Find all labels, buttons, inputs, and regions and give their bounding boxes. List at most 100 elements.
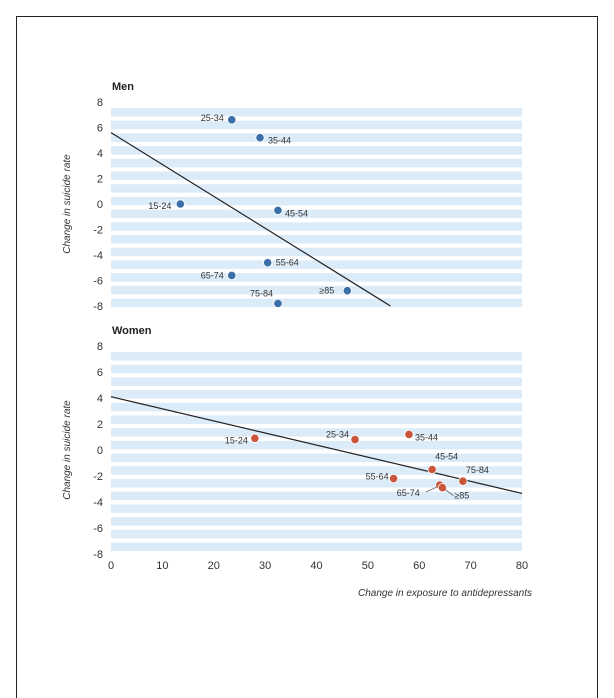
data-point-label: ≥85	[319, 286, 334, 296]
x-tick-label: 10	[156, 560, 168, 572]
y-tick-label: -8	[93, 549, 103, 561]
data-point	[227, 270, 237, 280]
background-band	[111, 158, 522, 168]
y-tick-label: 8	[97, 97, 103, 109]
x-axis-title: Change in exposure to antidepressants	[358, 588, 532, 599]
x-tick-label: 70	[465, 560, 477, 572]
background-band	[111, 260, 522, 269]
data-point-label: 25-34	[326, 430, 349, 440]
data-point	[227, 115, 237, 125]
x-tick-label: 50	[362, 560, 374, 572]
background-band	[111, 466, 522, 475]
y-tick-label: 0	[97, 445, 103, 457]
y-tick-label: 2	[97, 419, 103, 431]
background-band	[111, 196, 522, 206]
data-point-label: 15-24	[225, 435, 248, 445]
data-point	[388, 473, 399, 484]
background-band	[111, 504, 522, 513]
y-tick-label: 4	[97, 148, 103, 160]
background-band	[111, 390, 522, 399]
background-band	[111, 222, 522, 231]
background-band	[111, 415, 522, 424]
x-tick-label: 30	[259, 560, 271, 572]
data-point-label: 75-84	[250, 288, 273, 298]
background-band	[111, 428, 522, 437]
x-tick-label: 40	[310, 560, 322, 572]
background-band	[111, 352, 522, 361]
background-band	[111, 517, 522, 526]
y-tick-label: -8	[93, 301, 103, 313]
label-leader-line	[445, 489, 454, 496]
background-band	[111, 285, 522, 295]
background-band	[111, 453, 522, 463]
y-tick-label: -2	[93, 225, 103, 237]
y-axis-title: Change in suicide rate	[62, 154, 73, 254]
data-point-label: 45-54	[435, 452, 458, 462]
background-band	[111, 364, 522, 374]
background-band	[111, 184, 522, 193]
background-band	[111, 542, 522, 551]
background-band	[111, 120, 522, 130]
data-point-label: 75-84	[466, 465, 489, 475]
data-point-label: 15-24	[148, 201, 171, 211]
data-point	[350, 434, 360, 445]
y-tick-label: -6	[93, 523, 103, 535]
y-axis-title: Change in suicide rate	[62, 400, 73, 500]
y-tick-label: -2	[93, 471, 103, 483]
background-band	[111, 402, 522, 412]
data-point-label: 55-64	[366, 472, 389, 482]
panel-title: Men	[112, 81, 134, 93]
x-tick-label: 20	[208, 560, 220, 572]
y-tick-label: 4	[97, 393, 103, 405]
data-point-label: ≥85	[454, 491, 469, 501]
data-point	[263, 258, 273, 268]
figure-frame	[16, 16, 598, 698]
data-point	[255, 133, 265, 143]
data-point-label: 25-34	[201, 113, 224, 123]
data-point	[458, 476, 468, 486]
data-point	[437, 483, 447, 493]
y-tick-label: 6	[97, 123, 103, 135]
background-band	[111, 377, 522, 386]
y-tick-label: -6	[93, 276, 103, 288]
y-tick-label: 0	[97, 199, 103, 211]
x-tick-label: 60	[413, 560, 425, 572]
trend-line	[110, 132, 391, 307]
y-tick-label: 2	[97, 174, 103, 186]
data-point-label: 65-74	[201, 270, 224, 280]
data-point-label: 45-54	[285, 208, 308, 218]
data-point	[175, 199, 185, 209]
data-point-label: 35-44	[268, 136, 291, 146]
x-tick-label: 0	[108, 560, 114, 572]
background-band	[111, 235, 522, 244]
data-point	[250, 433, 260, 443]
background-band	[111, 171, 522, 180]
y-tick-label: 6	[97, 367, 103, 379]
y-tick-label: -4	[93, 497, 103, 509]
trend-line	[110, 396, 523, 495]
data-point	[342, 286, 352, 296]
background-band	[111, 209, 522, 219]
background-band	[111, 146, 522, 155]
panel-title: Women	[112, 325, 152, 337]
data-point	[427, 464, 437, 475]
data-point-label: 55-64	[276, 258, 299, 268]
background-band	[111, 479, 522, 488]
background-band	[111, 133, 522, 142]
data-point	[404, 429, 414, 439]
data-point	[273, 205, 283, 215]
x-tick-label: 80	[516, 560, 528, 572]
background-band	[111, 273, 522, 282]
background-band	[111, 529, 522, 539]
label-leader-line	[425, 486, 437, 493]
background-band	[111, 298, 522, 307]
data-point-label: 65-74	[397, 488, 420, 498]
background-band	[111, 491, 522, 501]
y-tick-label: -4	[93, 250, 103, 262]
data-point	[273, 298, 283, 309]
background-band	[111, 247, 522, 257]
y-tick-label: 8	[97, 341, 103, 353]
data-point-label: 35-44	[415, 432, 438, 442]
background-band	[111, 108, 522, 117]
